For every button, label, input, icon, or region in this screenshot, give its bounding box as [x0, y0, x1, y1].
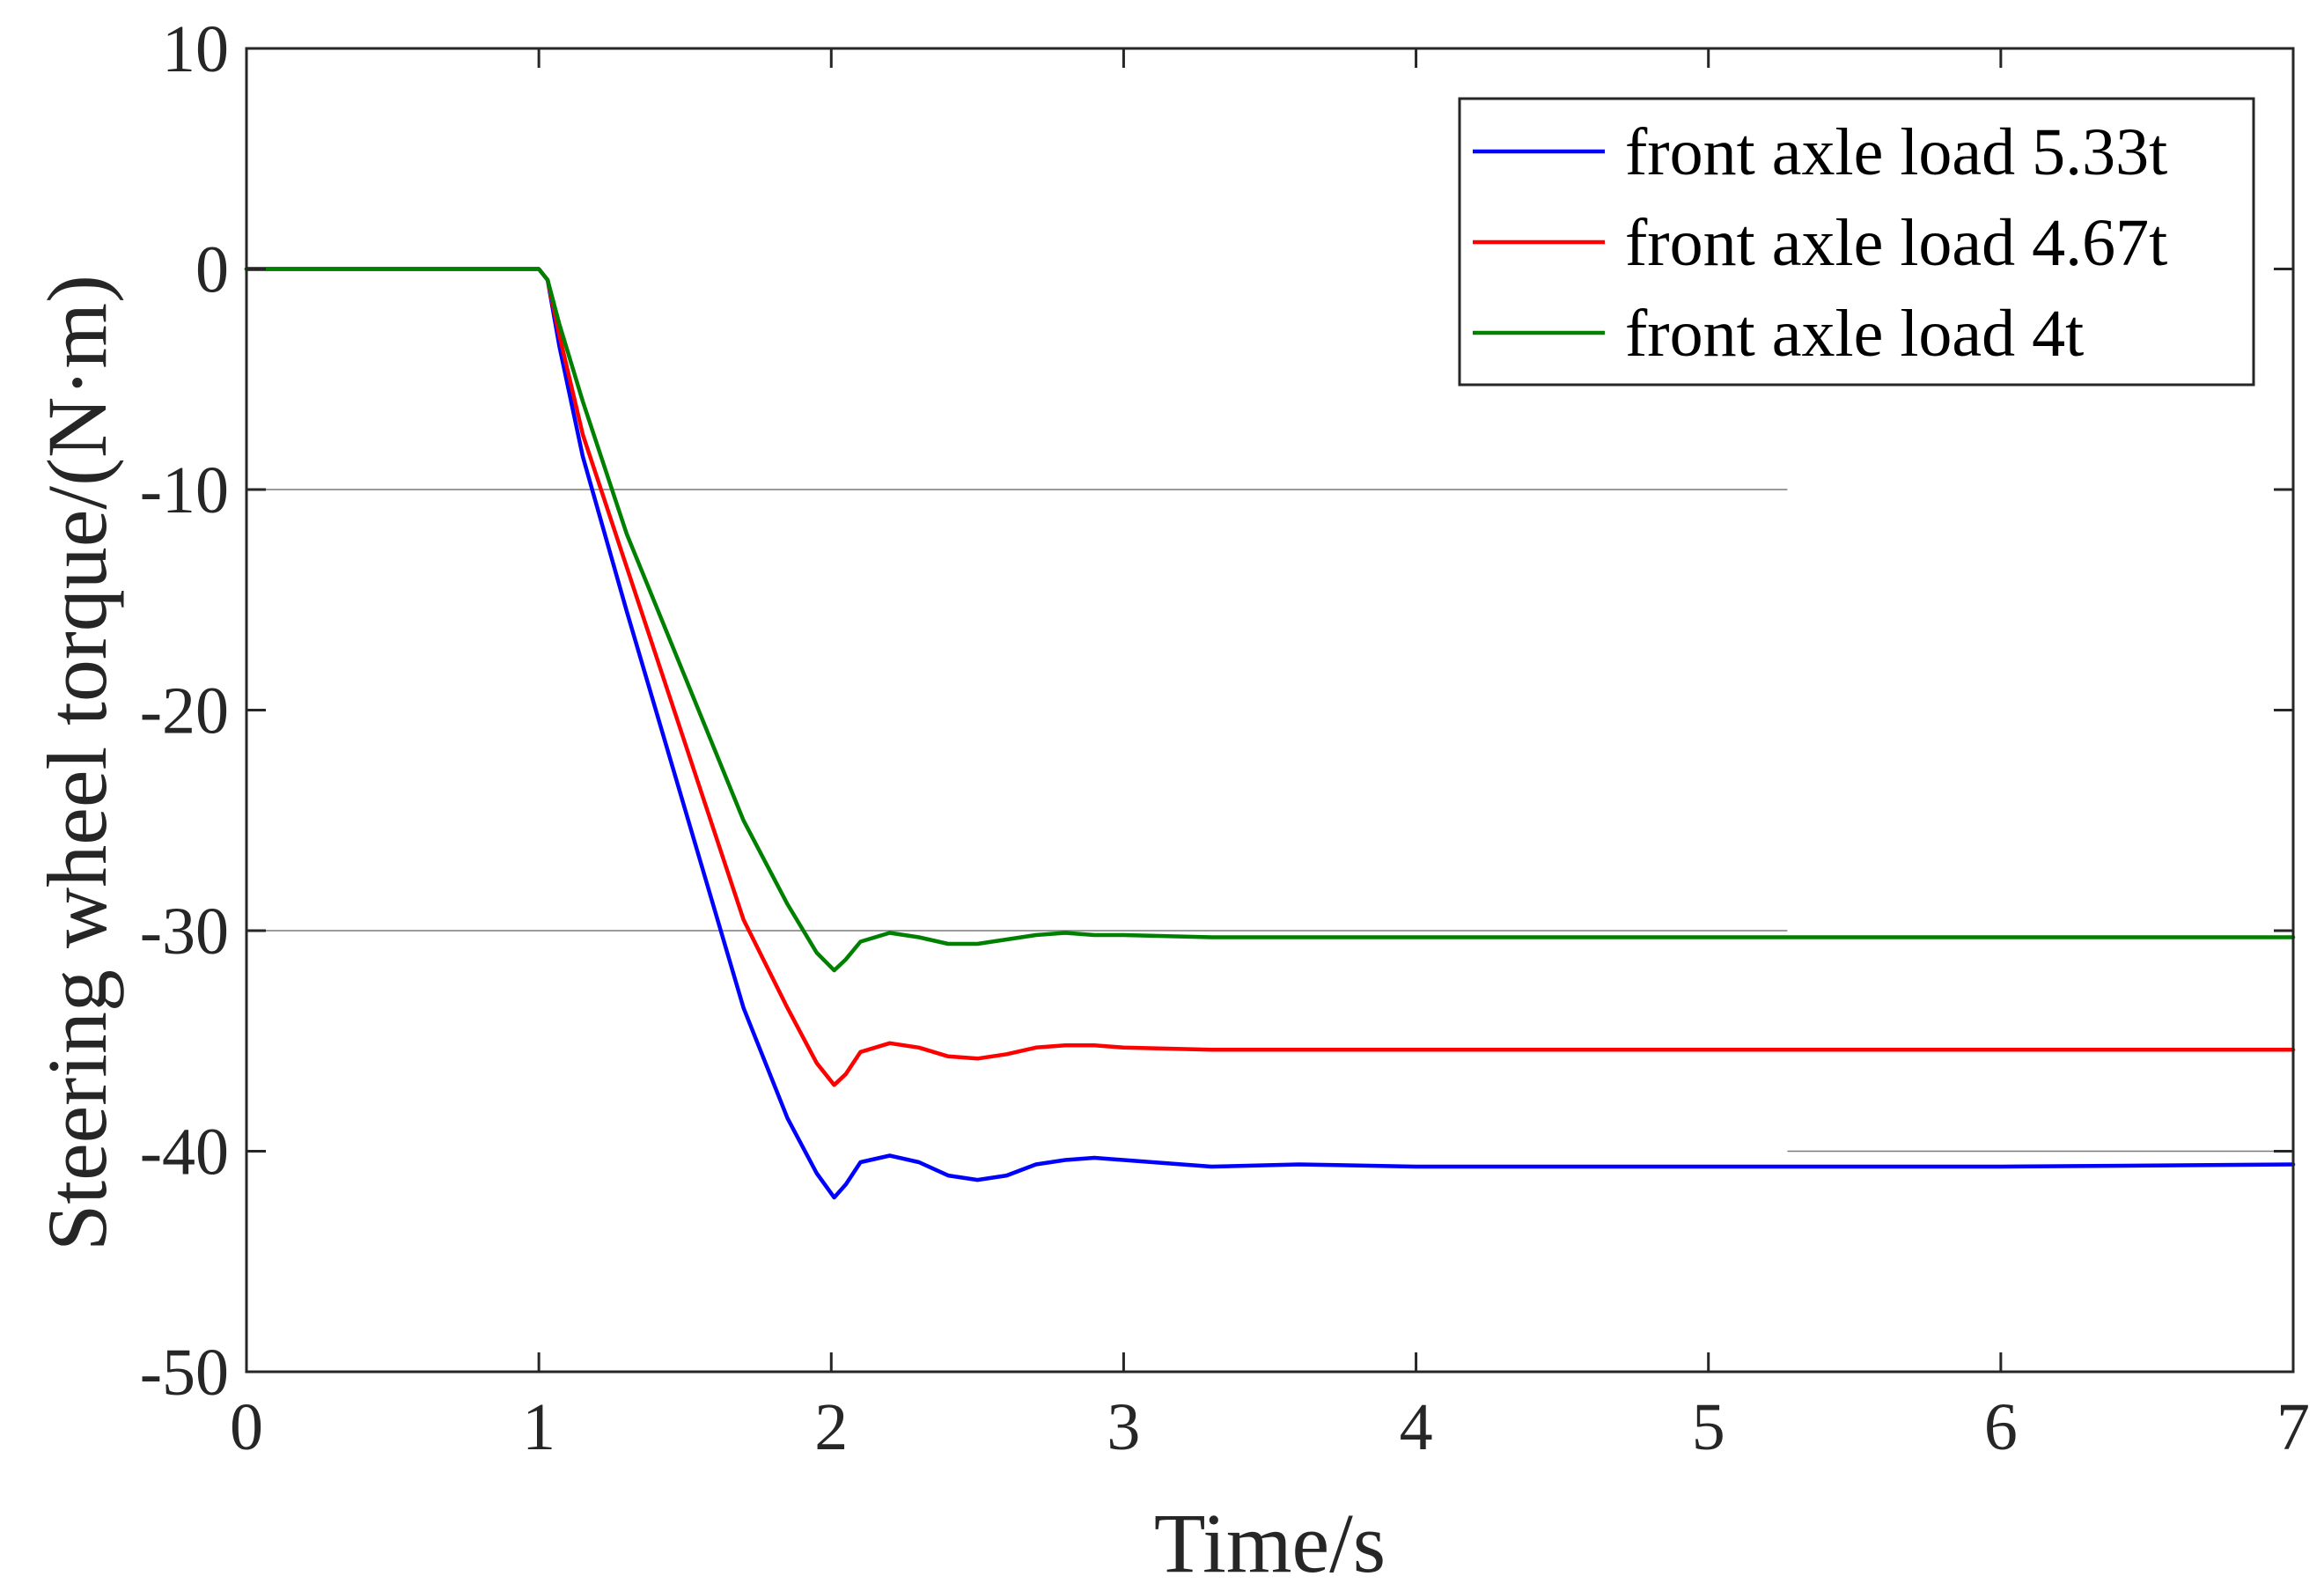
series-line-2: [244, 267, 2296, 973]
legend-label-2: front axle load 4t: [1625, 297, 2084, 371]
x-tick-label-5: 5: [1692, 1390, 1725, 1464]
axis-ticks: [246, 48, 2293, 1372]
legend: front axle load 5.33t front axle load 4.6…: [1458, 97, 2255, 387]
x-tick-label-0: 0: [230, 1390, 263, 1464]
y-tick-label-6: -50: [140, 1336, 229, 1410]
series-line-0: [244, 267, 2296, 1200]
legend-label-0: front axle load 5.33t: [1625, 115, 2167, 189]
x-tick-label-4: 4: [1400, 1390, 1433, 1464]
x-tick-label-7: 7: [2276, 1390, 2310, 1464]
x-tick-labels: 0 1 2 3 4 5 6 7: [230, 1390, 2310, 1464]
reference-lines: [246, 489, 2293, 1153]
x-tick-label-2: 2: [814, 1390, 848, 1464]
y-tick-label-2: -10: [140, 453, 229, 527]
y-axis-title: Steering wheel torque/(N·m): [30, 275, 124, 1251]
x-axis-title: Time/s: [1154, 1496, 1386, 1590]
series-line-1: [244, 267, 2296, 1087]
y-tick-label-4: -30: [140, 895, 229, 969]
y-tick-labels: 10 0 -10 -20 -30 -40 -50: [140, 12, 229, 1410]
x-tick-label-3: 3: [1107, 1390, 1140, 1464]
x-tick-label-1: 1: [522, 1390, 555, 1464]
x-tick-label-6: 6: [1984, 1390, 2018, 1464]
y-tick-label-5: -40: [140, 1116, 229, 1190]
y-tick-label-3: -20: [140, 674, 229, 748]
series-layer: [244, 267, 2296, 1200]
y-tick-label-1: 0: [195, 233, 229, 307]
y-tick-label-0: 10: [162, 12, 229, 86]
legend-label-1: front axle load 4.67t: [1625, 206, 2167, 280]
